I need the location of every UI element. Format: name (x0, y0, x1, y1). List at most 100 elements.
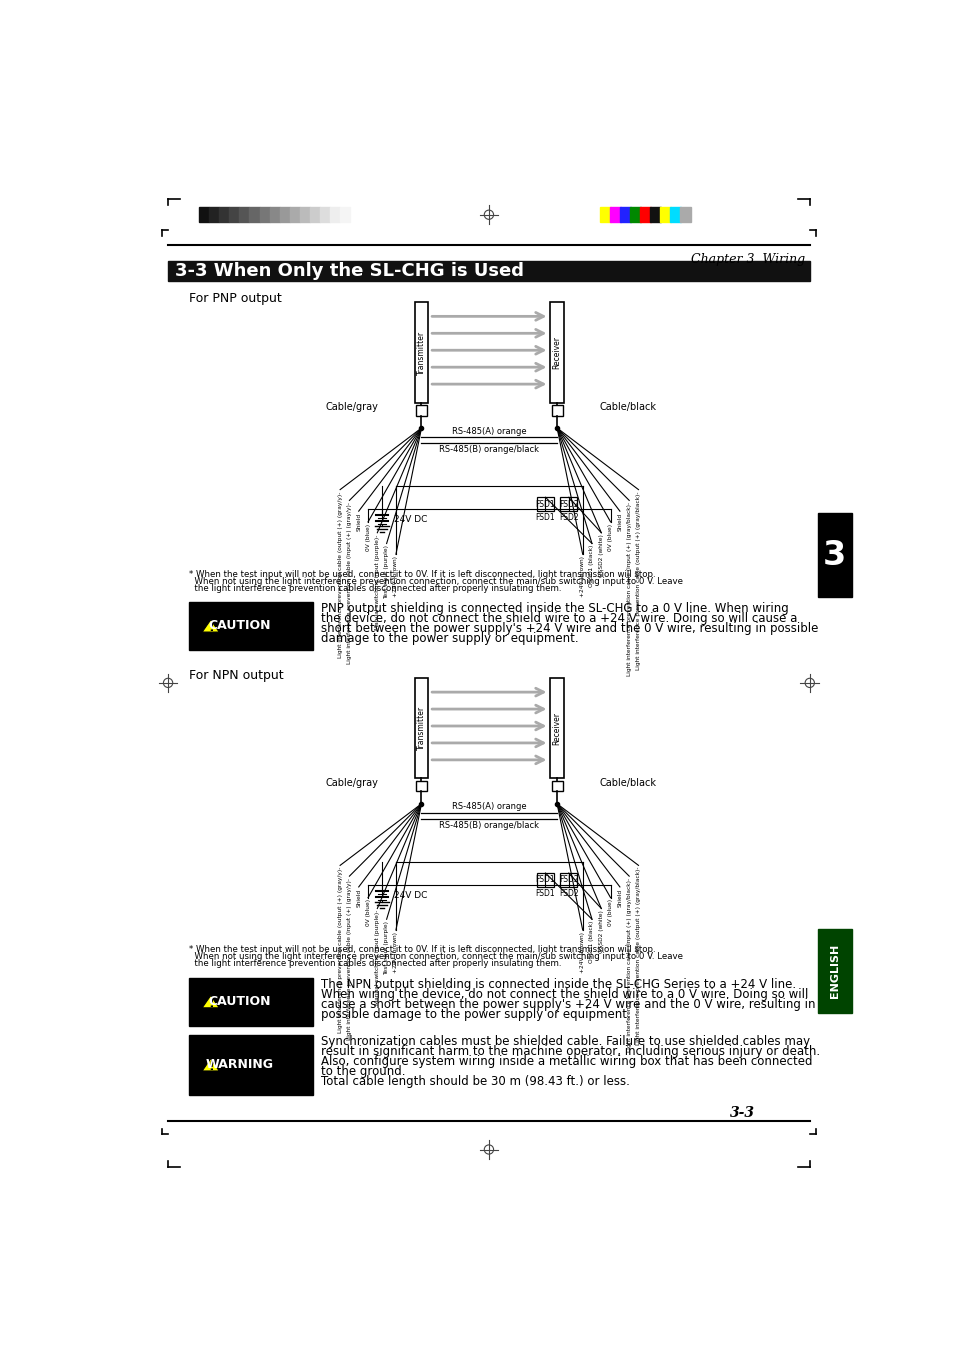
Text: PNP output shielding is connected inside the SL-CHG to a 0 V line. When wiring: PNP output shielding is connected inside… (320, 602, 788, 616)
Text: Light interference prevention cable (output (+) (gray/black)-: Light interference prevention cable (out… (636, 867, 640, 1046)
Text: RS-485(A) orange: RS-485(A) orange (452, 426, 526, 436)
Bar (239, 207, 249, 222)
Bar (319, 207, 330, 222)
Text: Chapter 3  Wiring: Chapter 3 Wiring (690, 253, 804, 267)
Text: Shield: Shield (355, 889, 361, 907)
Text: Light interference prevention cable (input (+) (gray/y)-: Light interference prevention cable (inp… (347, 878, 352, 1039)
Bar (679, 207, 691, 222)
Text: 24V DC: 24V DC (394, 515, 427, 524)
Text: FSD2: FSD2 (558, 514, 578, 522)
Text: Shield: Shield (617, 889, 621, 907)
Text: the device, do not connect the shield wire to a +24 V wire. Doing so will cause : the device, do not connect the shield wi… (320, 612, 797, 625)
Bar (550, 303, 563, 403)
Text: For NPN output: For NPN output (189, 668, 283, 682)
Text: Also, configure system wiring inside a metallic wiring box that has been connect: Also, configure system wiring inside a m… (320, 1055, 811, 1068)
Text: FSD1: FSD1 (536, 889, 555, 898)
Text: Light interference prevention cable (input (+) (gray/black)-: Light interference prevention cable (inp… (626, 878, 631, 1051)
Bar (270, 207, 279, 222)
Text: ENGLISH: ENGLISH (829, 944, 839, 999)
Text: Cable/black: Cable/black (599, 402, 656, 413)
Text: short between the power supply's +24 V wire and the 0 V wire, resulting in possi: short between the power supply's +24 V w… (320, 622, 818, 635)
Bar (537, 873, 554, 888)
Text: FSD1: FSD1 (536, 875, 555, 885)
Text: Light interference prevention cable (output (+) (gray/y)-: Light interference prevention cable (out… (337, 867, 342, 1034)
Text: CAUTION: CAUTION (208, 620, 271, 632)
Text: Light interference prevention cable (input (+) (gray/y)-: Light interference prevention cable (inp… (347, 502, 352, 664)
Text: For PNP output: For PNP output (189, 292, 281, 304)
Text: +24V (brown): +24V (brown) (579, 932, 584, 973)
Text: Shield: Shield (355, 513, 361, 530)
Bar (415, 678, 428, 778)
Text: When not using the light interference prevention connection, connect the main/su: When not using the light interference pr… (189, 576, 682, 586)
Bar (168, 261, 809, 281)
Text: OSSD1 (black): OSSD1 (black) (589, 545, 594, 587)
Polygon shape (202, 996, 219, 1008)
Bar (340, 207, 350, 222)
Text: cause a short between the power supply's +24 V wire and the 0 V wire, resulting : cause a short between the power supply's… (320, 997, 815, 1011)
Text: OSSD2 (white): OSSD2 (white) (598, 534, 603, 578)
Bar (537, 498, 554, 511)
Text: CAUTION: CAUTION (208, 996, 271, 1008)
Bar (817, 928, 851, 1013)
Text: Cable/gray: Cable/gray (326, 778, 378, 787)
Text: to the ground.: to the ground. (320, 1065, 405, 1078)
Text: FSD2: FSD2 (558, 875, 578, 885)
Text: Cable/gray: Cable/gray (326, 402, 378, 413)
Text: Shield: Shield (617, 513, 621, 530)
Text: Test input (purple): Test input (purple) (384, 921, 389, 974)
Text: 3-3 When Only the SL-CHG is Used: 3-3 When Only the SL-CHG is Used (174, 262, 523, 280)
Bar (330, 207, 340, 222)
Text: !: ! (208, 621, 213, 635)
Text: Light interference prevention cable (output (+) (gray/y)-: Light interference prevention cable (out… (337, 491, 342, 658)
Bar (249, 207, 259, 222)
Bar (219, 207, 229, 222)
Bar (279, 207, 290, 222)
Text: Cable/black: Cable/black (599, 778, 656, 787)
Bar (416, 405, 427, 415)
Text: FSD1: FSD1 (536, 499, 555, 509)
Text: * When the test input will not be used, connect it to 0V. If it is left disconne: * When the test input will not be used, … (189, 570, 655, 579)
Bar (189, 1035, 313, 1095)
Text: RS-485(B) orange/black: RS-485(B) orange/black (438, 821, 538, 829)
Bar (551, 781, 562, 792)
Text: +24V (brown): +24V (brown) (393, 932, 398, 973)
Text: result in significant harm to the machine operator, including serious injury or : result in significant harm to the machin… (320, 1045, 819, 1058)
Text: 3-3: 3-3 (729, 1107, 754, 1120)
Text: WARNING: WARNING (205, 1058, 274, 1072)
Bar (229, 207, 239, 222)
Text: +24V (brown): +24V (brown) (579, 556, 584, 597)
Text: Manual switching input (purple)-: Manual switching input (purple)- (375, 911, 379, 1005)
Text: Transmitter: Transmitter (416, 706, 426, 751)
Text: OSSD1 (black): OSSD1 (black) (589, 921, 594, 963)
Text: 0V (blue): 0V (blue) (365, 900, 370, 927)
Bar (619, 207, 630, 222)
Bar (299, 207, 310, 222)
Text: 0V (blue): 0V (blue) (365, 524, 370, 551)
Text: RS-485(A) orange: RS-485(A) orange (452, 802, 526, 812)
Bar (290, 207, 299, 222)
Bar (550, 678, 563, 778)
Text: damage to the power supply or equipment.: damage to the power supply or equipment. (320, 632, 578, 645)
Bar (639, 207, 650, 222)
Text: !: ! (208, 1059, 213, 1073)
Text: OSSD2 (white): OSSD2 (white) (598, 911, 603, 953)
Text: FSD2: FSD2 (558, 499, 578, 509)
Bar (415, 303, 428, 403)
Text: +24V (brown): +24V (brown) (393, 556, 398, 597)
Polygon shape (202, 1058, 219, 1072)
Text: The NPN output shielding is connected inside the SL-CHG Series to a +24 V line.: The NPN output shielding is connected in… (320, 978, 795, 990)
Bar (209, 207, 219, 222)
Bar (189, 602, 313, 649)
Text: FSD1: FSD1 (536, 514, 555, 522)
Bar (310, 207, 319, 222)
Text: !: ! (208, 997, 213, 1009)
Bar (609, 207, 620, 222)
Bar (629, 207, 640, 222)
Text: Light interference prevention cable (output (+) (gray/black)-: Light interference prevention cable (out… (636, 491, 640, 670)
Bar (659, 207, 670, 222)
Text: When not using the light interference prevention connection, connect the main/su: When not using the light interference pr… (189, 953, 682, 962)
Text: Light interference prevention cable (input (+) (gray/black)-: Light interference prevention cable (inp… (626, 502, 631, 676)
Bar (670, 207, 680, 222)
Text: Manual switching input (purple)-: Manual switching input (purple)- (375, 534, 379, 629)
Bar (599, 207, 610, 222)
